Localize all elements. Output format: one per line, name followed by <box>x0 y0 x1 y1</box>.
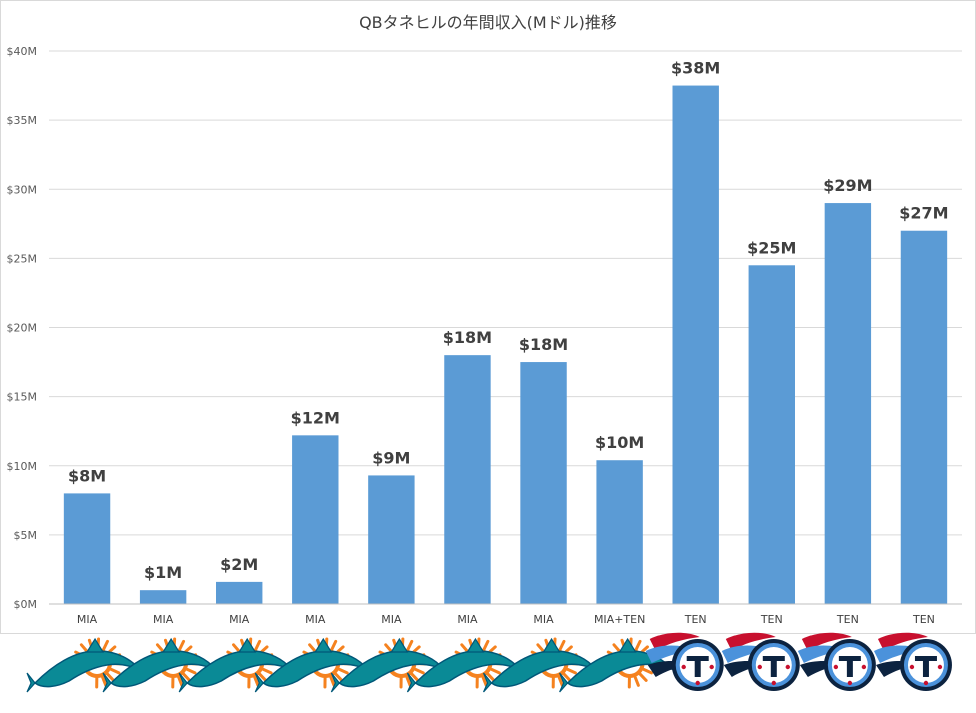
y-axis-ticks: $0M $5M $10M $15M $20M $25M $30M $35M $40M <box>7 45 38 611</box>
bar <box>292 435 338 604</box>
y-tick-label: $35M <box>7 114 38 127</box>
data-label: $18M <box>519 335 568 354</box>
titans-logo <box>722 633 800 691</box>
data-label: $29M <box>823 176 872 195</box>
bar <box>520 362 566 604</box>
x-tick-label: TEN <box>760 613 783 626</box>
bar <box>444 355 490 604</box>
y-tick-label: $30M <box>7 183 38 196</box>
bar <box>64 493 110 604</box>
x-axis-ticks: MIA MIA MIA MIA MIA MIA MIA MIA+TEN TEN TEN TEN TEN <box>77 613 935 626</box>
bars <box>64 86 947 604</box>
data-label: $10M <box>595 433 644 452</box>
bar <box>596 460 642 604</box>
x-tick-label: MIA <box>533 613 554 626</box>
x-tick-label: MIA <box>77 613 98 626</box>
team-logos <box>27 633 952 692</box>
x-tick-label: MIA <box>381 613 402 626</box>
data-label: $9M <box>372 448 410 467</box>
data-labels: $8M $1M $2M $12M $9M $18M $18M $10M $38M $25M $29M… <box>68 59 949 583</box>
data-label: $38M <box>671 59 720 78</box>
y-tick-label: $40M <box>7 45 38 58</box>
data-label: $25M <box>747 238 796 257</box>
bar <box>216 582 262 604</box>
y-tick-label: $0M <box>14 598 38 611</box>
bar <box>368 475 414 604</box>
x-tick-label: TEN <box>912 613 935 626</box>
y-tick-label: $15M <box>7 391 38 404</box>
y-tick-label: $20M <box>7 322 38 335</box>
titans-logo <box>874 633 952 691</box>
x-tick-label: TEN <box>684 613 707 626</box>
bar <box>673 86 719 604</box>
x-tick-label: MIA <box>229 613 250 626</box>
y-tick-label: $5M <box>14 529 38 542</box>
bar <box>901 231 947 604</box>
bar <box>140 590 186 604</box>
chart-title: QBタネヒルの年間収入(Mドル)推移 <box>359 13 617 32</box>
x-tick-label: MIA+TEN <box>594 613 645 626</box>
data-label: $1M <box>144 563 182 582</box>
bar <box>825 203 871 604</box>
titans-logo <box>798 633 876 691</box>
y-tick-label: $10M <box>7 460 38 473</box>
x-tick-label: MIA <box>457 613 478 626</box>
data-label: $2M <box>220 555 258 574</box>
data-label: $18M <box>443 328 492 347</box>
y-tick-label: $25M <box>7 252 38 265</box>
bar <box>749 265 795 604</box>
x-tick-label: MIA <box>305 613 326 626</box>
x-tick-label: MIA <box>153 613 174 626</box>
data-label: $27M <box>899 204 948 223</box>
data-label: $8M <box>68 466 106 485</box>
x-tick-label: TEN <box>836 613 859 626</box>
data-label: $12M <box>291 408 340 427</box>
